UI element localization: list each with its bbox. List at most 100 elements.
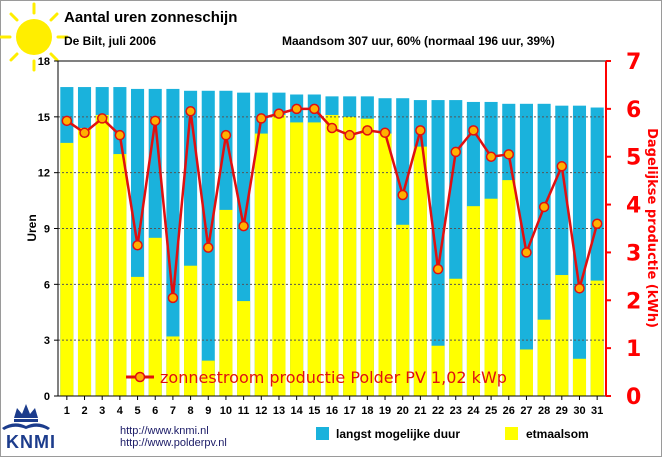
production-point xyxy=(432,263,444,275)
production-point xyxy=(220,129,232,141)
x-tick-label: 23 xyxy=(450,405,462,417)
crown-icon xyxy=(2,404,50,430)
x-tick-label: 6 xyxy=(152,405,158,417)
production-point xyxy=(397,189,408,201)
x-tick-label: 7 xyxy=(170,405,176,417)
x-tick-label: 2 xyxy=(81,405,87,417)
production-point xyxy=(132,240,143,251)
bar-sunshine xyxy=(466,206,480,396)
y-right-tick-label: 3 xyxy=(626,241,641,266)
production-point xyxy=(61,115,73,127)
url-knmi[interactable]: http://www.knmi.nl xyxy=(120,425,209,437)
y-tick-label: 12 xyxy=(38,168,50,180)
bar-max-duration xyxy=(572,105,587,397)
y-right-tick-label: 7 xyxy=(626,50,641,75)
legend-swatch-max xyxy=(316,427,329,440)
bar-max-duration xyxy=(431,100,445,396)
production-point xyxy=(485,151,497,162)
production-point xyxy=(379,127,391,139)
production-point xyxy=(538,201,550,213)
bar-sunshine xyxy=(201,360,215,396)
production-point xyxy=(256,113,267,124)
bar-sunshine xyxy=(413,146,427,396)
production-point xyxy=(114,129,126,141)
bar-sunshine xyxy=(60,142,74,396)
x-tick-label: 11 xyxy=(238,405,250,417)
x-tick-label: 24 xyxy=(467,405,480,417)
x-tick-label: 12 xyxy=(255,405,267,417)
bar-sunshine xyxy=(590,280,604,396)
bar-sunshine xyxy=(254,133,268,397)
production-point xyxy=(149,115,161,127)
production-point xyxy=(273,108,285,119)
production-point xyxy=(521,247,532,258)
y-right-tick-label: 6 xyxy=(626,98,641,123)
bar-sunshine xyxy=(360,118,374,396)
sun-icon xyxy=(0,2,69,72)
knmi-logo: KNMI xyxy=(6,432,56,452)
production-point xyxy=(167,292,179,304)
y-right-tick-label: 2 xyxy=(626,289,641,314)
x-tick-label: 19 xyxy=(379,405,391,417)
bar-sunshine xyxy=(378,133,392,397)
production-point xyxy=(574,283,585,294)
y-tick-label: 18 xyxy=(38,56,50,68)
x-tick-label: 31 xyxy=(591,405,603,417)
y-axis-right-title: Dagelijkse productie (kWh) xyxy=(644,128,659,328)
x-tick-label: 28 xyxy=(538,405,550,417)
x-tick-label: 8 xyxy=(188,405,194,417)
bar-sunshine xyxy=(343,116,357,396)
x-tick-label: 5 xyxy=(134,405,140,417)
bar-sunshine xyxy=(131,276,145,396)
x-tick-label: 26 xyxy=(503,405,515,417)
x-tick-label: 22 xyxy=(432,405,444,417)
x-tick-label: 20 xyxy=(397,405,409,417)
production-point xyxy=(415,125,426,136)
bar-sunshine xyxy=(77,128,92,396)
y-right-tick-label: 5 xyxy=(626,146,641,171)
y-tick-label: 15 xyxy=(38,112,50,124)
y-tick-label: 6 xyxy=(44,279,50,291)
x-tick-label: 27 xyxy=(520,405,532,417)
legend-bars: langst mogelijke duur etmaalsom xyxy=(316,427,589,441)
bar-sunshine xyxy=(113,154,127,396)
x-tick-label: 10 xyxy=(220,405,232,417)
bar-sunshine xyxy=(219,209,233,396)
x-tick-label: 25 xyxy=(485,405,497,417)
bar-sunshine xyxy=(396,224,410,396)
x-tick-label: 30 xyxy=(573,405,585,417)
x-tick-label: 13 xyxy=(273,405,285,417)
production-point xyxy=(238,220,249,232)
y-right-tick-label: 0 xyxy=(626,385,641,410)
x-tick-label: 4 xyxy=(117,405,124,417)
chart-title: Aantal uren zonneschijn xyxy=(64,9,238,26)
bar-sunshine xyxy=(148,237,162,396)
y-tick-label: 9 xyxy=(44,224,50,236)
y-axis-title: Uren xyxy=(25,214,39,241)
x-tick-label: 17 xyxy=(344,405,356,417)
production-point xyxy=(185,106,196,117)
chart-summary: Maandsom 307 uur, 60% (normaal 196 uur, … xyxy=(282,34,555,48)
bar-sunshine xyxy=(272,114,286,396)
bar-sunshine xyxy=(502,180,516,396)
x-tick-label: 14 xyxy=(291,405,304,417)
production-point xyxy=(203,242,214,253)
bar-sunshine xyxy=(519,349,533,396)
chart-subtitle: De Bilt, juli 2006 xyxy=(64,34,157,48)
y-tick-label: 3 xyxy=(44,335,50,347)
production-point xyxy=(291,103,302,115)
production-point xyxy=(326,122,338,134)
legend-line-label: zonnestroom productie Polder PV 1,02 kWp xyxy=(160,368,507,387)
x-tick-label: 3 xyxy=(99,405,105,417)
legend-label-max: langst mogelijke duur xyxy=(336,427,460,441)
x-tick-label: 15 xyxy=(308,405,320,417)
production-point xyxy=(468,125,479,136)
url-polderpv[interactable]: http://www.polderpv.nl xyxy=(120,437,227,449)
bar-sunshine xyxy=(237,301,251,396)
production-point xyxy=(450,146,461,158)
bar-sunshine xyxy=(95,114,109,396)
bar-sunshine xyxy=(572,358,587,396)
bar-sunshine xyxy=(290,122,304,397)
y-right-tick-label: 1 xyxy=(626,337,641,362)
